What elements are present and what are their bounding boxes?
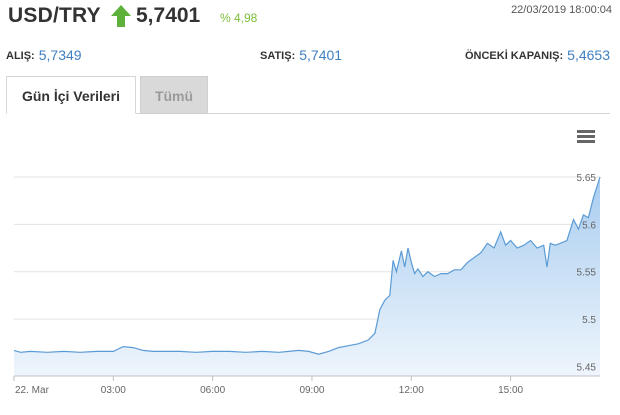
x-tick-label: 22. Mar bbox=[15, 385, 50, 396]
hamburger-menu-icon[interactable] bbox=[577, 130, 595, 144]
ask-label: SATIŞ: bbox=[260, 50, 296, 62]
price-series-line bbox=[13, 176, 601, 355]
ask-stat: SATIŞ: 5,7401 bbox=[260, 46, 343, 63]
up-arrow-icon bbox=[111, 5, 131, 27]
bid-value: 5,7349 bbox=[38, 47, 82, 63]
previous-close-label: ÖNCEKİ KAPANIŞ: bbox=[464, 50, 564, 62]
quote-header: USD/TRY 5,7401 % 4,98 22/03/2019 18:00:0… bbox=[6, 2, 614, 32]
bid-label: ALIŞ: bbox=[6, 50, 35, 62]
y-tick-label: 5.45 bbox=[577, 363, 597, 374]
last-update-timestamp: 22/03/2019 18:00:04 bbox=[511, 4, 612, 16]
bid-stat: ALIŞ: 5,7349 bbox=[6, 46, 82, 63]
x-axis-labels: 22. Mar 03:00 06:00 09:00 12:00 15:00 bbox=[13, 376, 524, 396]
x-tick-label: 15:00 bbox=[498, 385, 523, 396]
previous-close-stat: ÖNCEKİ KAPANIŞ: 5,4653 bbox=[464, 46, 610, 63]
y-tick-label: 5.55 bbox=[577, 268, 597, 279]
x-tick-label: 06:00 bbox=[200, 385, 225, 396]
price-chart: 5.45 5.5 5.55 5.6 5.65 22. Mar 03:00 06:00 09:0… bbox=[13, 173, 601, 396]
percent-change: % 4,98 bbox=[220, 11, 258, 25]
ask-value: 5,7401 bbox=[299, 47, 343, 63]
y-tick-label: 5.65 bbox=[577, 173, 597, 184]
x-tick-label: 09:00 bbox=[299, 385, 324, 396]
y-axis-labels: 5.45 5.5 5.55 5.6 5.65 bbox=[577, 173, 597, 374]
tab-intraday[interactable]: Gün İçi Verileri bbox=[6, 76, 136, 114]
current-price: 5,7401 bbox=[136, 4, 201, 27]
quote-stats: ALIŞ: 5,7349 SATIŞ: 5,7401 ÖNCEKİ KAPANIŞ:… bbox=[6, 44, 610, 64]
previous-close-value: 5,4653 bbox=[567, 47, 610, 63]
chart-range-tabs: Gün İçi Verileri Tümü bbox=[6, 76, 610, 114]
currency-pair-title: USD/TRY bbox=[8, 4, 101, 27]
tab-all[interactable]: Tümü bbox=[140, 76, 208, 114]
y-tick-label: 5.6 bbox=[582, 220, 596, 231]
price-area-fill bbox=[14, 177, 600, 376]
x-tick-label: 12:00 bbox=[399, 385, 424, 396]
tabs-divider bbox=[6, 113, 610, 114]
y-tick-label: 5.5 bbox=[582, 315, 596, 326]
x-tick-label: 03:00 bbox=[101, 385, 126, 396]
